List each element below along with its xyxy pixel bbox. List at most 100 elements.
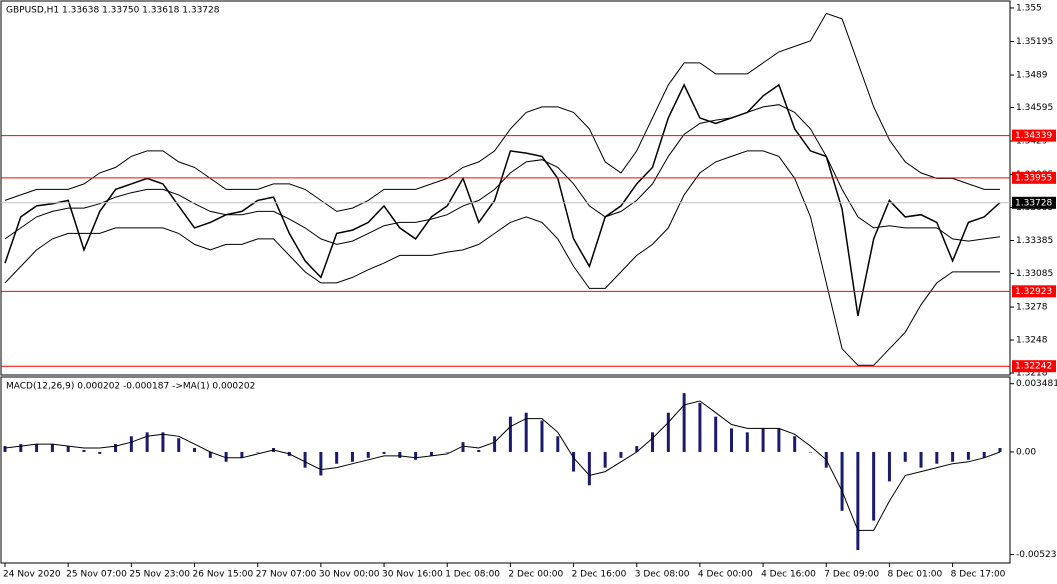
macd-bar bbox=[651, 432, 655, 452]
last-price-label: 1.33728 bbox=[1015, 198, 1052, 208]
macd-bar bbox=[872, 451, 876, 521]
x-tick-label: 30 Nov 00:00 bbox=[319, 570, 380, 580]
macd-bar bbox=[3, 446, 7, 452]
level-tag bbox=[1012, 129, 1056, 142]
macd-bar bbox=[808, 451, 812, 453]
macd-bar bbox=[477, 449, 481, 452]
macd-bar bbox=[524, 412, 528, 452]
macd-bar bbox=[998, 448, 1002, 452]
macd-bar bbox=[303, 451, 307, 468]
y-tick-label: 0.00 bbox=[1016, 447, 1036, 457]
macd-bar bbox=[398, 451, 402, 458]
price-line bbox=[4, 83, 1001, 316]
macd-bar bbox=[777, 428, 781, 452]
macd-bar bbox=[66, 446, 70, 452]
y-tick-label: 1.33085 bbox=[1016, 269, 1053, 279]
level-label: 1.33955 bbox=[1015, 173, 1052, 183]
x-tick-label: 8 Dec 17:00 bbox=[951, 570, 1006, 580]
macd-bar bbox=[224, 451, 228, 462]
macd-bar bbox=[903, 451, 907, 462]
level-label: 1.34339 bbox=[1015, 131, 1052, 141]
macd-bar bbox=[619, 451, 623, 458]
macd-bar bbox=[966, 451, 970, 460]
y-tick-label: 1.3278 bbox=[1016, 303, 1048, 313]
macd-bar bbox=[129, 436, 133, 452]
y-tick-label: 1.34595 bbox=[1016, 103, 1053, 113]
macd-bar bbox=[493, 436, 497, 452]
macd-bar bbox=[856, 451, 860, 551]
macd-bar bbox=[82, 449, 86, 452]
macd-bar bbox=[50, 444, 54, 452]
macd-bar bbox=[461, 442, 465, 452]
price-title: GBPUSD,H1 1.33638 1.33750 1.33618 1.3372… bbox=[6, 6, 220, 16]
macd-bar bbox=[745, 432, 749, 452]
signal-line bbox=[4, 400, 1001, 531]
x-tick-label: 2 Dec 16:00 bbox=[572, 570, 627, 580]
x-tick-label: 26 Nov 15:00 bbox=[193, 570, 254, 580]
band-line bbox=[4, 12, 1000, 212]
x-tick-label: 4 Dec 16:00 bbox=[761, 570, 816, 580]
macd-title: MACD(12,26,9) 0.000202 -0.000187 ->MA(1)… bbox=[6, 382, 255, 392]
macd-bar bbox=[98, 451, 102, 454]
macd-bar bbox=[366, 451, 370, 458]
macd-bar bbox=[556, 436, 560, 452]
y-tick-label: 1.33385 bbox=[1016, 236, 1053, 246]
macd-bar bbox=[793, 436, 797, 452]
macd-bar bbox=[240, 451, 244, 458]
macd-bar bbox=[919, 451, 923, 468]
macd-bar bbox=[145, 432, 149, 452]
x-tick-label: 25 Nov 07:00 bbox=[66, 570, 127, 580]
macd-bar bbox=[414, 451, 418, 460]
macd-bar bbox=[35, 444, 39, 452]
macd-bar bbox=[761, 428, 765, 452]
x-tick-label: 25 Nov 23:00 bbox=[129, 570, 190, 580]
y-tick-label: 1.3218 bbox=[1016, 369, 1048, 379]
macd-bar bbox=[714, 416, 718, 452]
y-tick-label: 0.003481 bbox=[1016, 379, 1057, 389]
macd-bar bbox=[161, 432, 165, 452]
macd-bar bbox=[730, 428, 734, 452]
macd-bar bbox=[603, 451, 607, 468]
y-tick-label: 1.3489 bbox=[1016, 71, 1048, 81]
macd-bar bbox=[698, 402, 702, 452]
macd-bar bbox=[508, 416, 512, 452]
band-line bbox=[4, 150, 1000, 366]
x-tick-label: 4 Dec 00:00 bbox=[698, 570, 753, 580]
x-tick-label: 2 Dec 00:00 bbox=[508, 570, 563, 580]
macd-bar bbox=[982, 451, 986, 458]
band-line bbox=[4, 104, 1001, 245]
macd-bar bbox=[382, 451, 386, 454]
last-price-tag bbox=[1012, 196, 1056, 209]
x-tick-label: 3 Dec 08:00 bbox=[635, 570, 690, 580]
macd-bar bbox=[666, 412, 670, 452]
macd-bar bbox=[887, 451, 891, 482]
level-tag bbox=[1012, 360, 1056, 373]
macd-bar bbox=[114, 444, 118, 452]
level-label: 1.32923 bbox=[1015, 287, 1052, 297]
level-tag bbox=[1012, 285, 1056, 298]
y-tick-label: 1.355 bbox=[1016, 3, 1042, 13]
macd-pane bbox=[0, 376, 1011, 564]
price-pane bbox=[0, 0, 1011, 376]
macd-bar bbox=[572, 451, 576, 472]
macd-bar bbox=[350, 451, 354, 462]
macd-bar bbox=[635, 446, 639, 452]
x-tick-label: 30 Nov 16:00 bbox=[382, 570, 443, 580]
x-tick-label: 8 Dec 01:00 bbox=[887, 570, 942, 580]
macd-bar bbox=[840, 451, 844, 511]
x-tick-label: 24 Nov 2020 bbox=[3, 570, 61, 580]
macd-bar bbox=[951, 451, 955, 462]
y-tick-label: -0.005231 bbox=[1016, 550, 1057, 560]
level-tag bbox=[1012, 171, 1056, 184]
macd-bar bbox=[682, 393, 686, 452]
macd-bar bbox=[935, 451, 939, 464]
level-label: 1.32242 bbox=[1015, 362, 1052, 372]
macd-bar bbox=[319, 451, 323, 476]
macd-bar bbox=[445, 451, 449, 453]
macd-bar bbox=[19, 444, 23, 452]
macd-bar bbox=[335, 451, 339, 464]
x-tick-label: 27 Nov 07:00 bbox=[256, 570, 317, 580]
macd-bar bbox=[177, 438, 181, 452]
x-tick-label: 1 Dec 08:00 bbox=[445, 570, 500, 580]
